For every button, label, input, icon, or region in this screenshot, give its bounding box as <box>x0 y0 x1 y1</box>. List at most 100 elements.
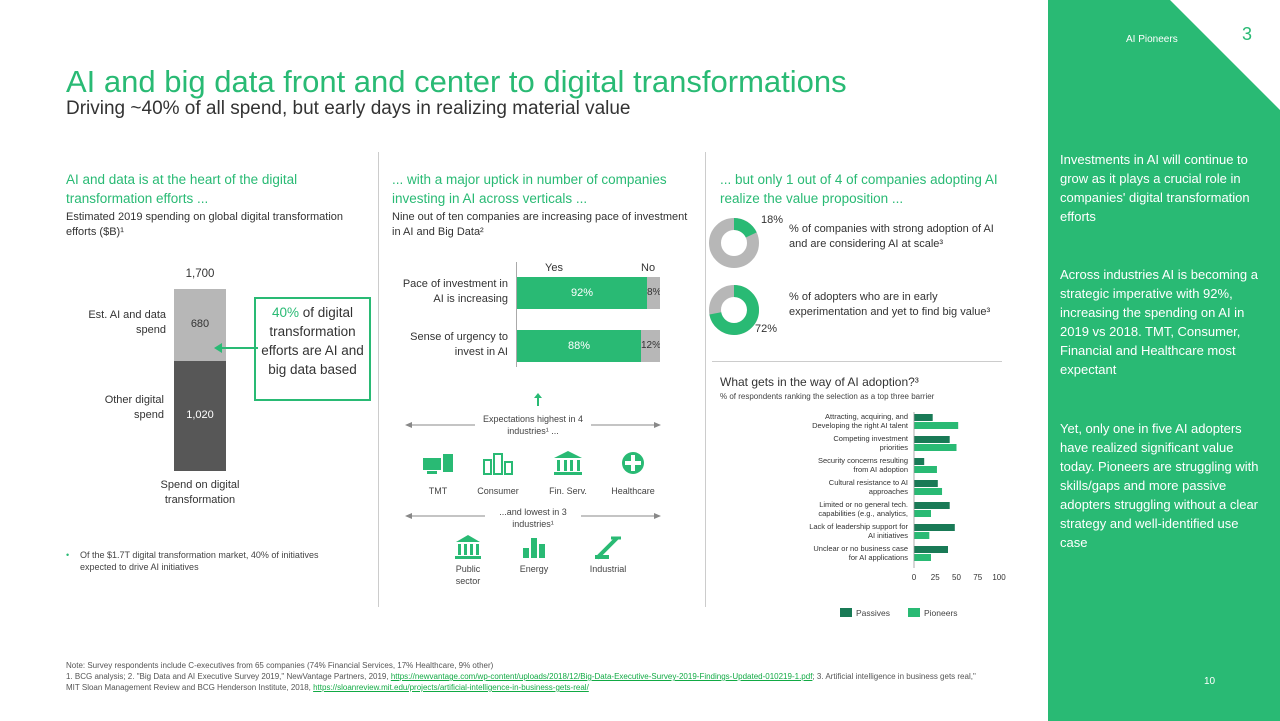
public-sector-icon <box>455 535 481 559</box>
donut1-text: % of companies with strong adoption of A… <box>789 223 994 250</box>
row1-yes-bar: 92% <box>517 277 647 309</box>
barrier-tick-label: 50 <box>952 573 961 582</box>
lowest-bracket <box>405 513 661 519</box>
row2-label: Sense of urgency to invest in AI <box>410 331 508 358</box>
consumer-icon <box>483 453 513 475</box>
donut2-pct: 72% <box>755 323 778 335</box>
industry-tmt: TMT <box>414 450 462 497</box>
legend-passives-swatch <box>840 608 852 617</box>
bullet-icon: • <box>66 550 70 560</box>
barrier-bar-pioneers <box>914 466 937 473</box>
industry-healthcare: Healthcare <box>602 450 664 497</box>
industry-energy: Energy <box>510 534 558 575</box>
barrier-label: Unclear or no business case for AI applic… <box>813 544 908 562</box>
footnote: Note: Survey respondents include C-execu… <box>66 660 976 693</box>
column-divider-2 <box>705 152 706 607</box>
footnote-source-2: ; 3. Artificial intelligence in business… <box>66 672 976 692</box>
industry-consumer-label: Consumer <box>477 486 519 496</box>
barrier-bar-passives <box>914 414 933 421</box>
industry-finserv: Fin. Serv. <box>538 450 598 497</box>
barrier-bar-passives <box>914 502 950 509</box>
barrier-tick-label: 100 <box>992 573 1006 582</box>
donut1-pct: 18% <box>761 214 784 226</box>
barrier-bar-pioneers <box>914 554 931 561</box>
barrier-bar-chart: Attracting, acquiring, and Developing the… <box>809 412 1006 582</box>
barrier-bar-passives <box>914 436 950 443</box>
footnote-link-2[interactable]: https://sloanreview.mit.edu/projects/art… <box>313 683 589 692</box>
sidebar-para-2: Across industries AI is becoming a strat… <box>1060 267 1258 377</box>
col2-subheading: Nine out of ten companies are increasing… <box>392 211 688 238</box>
row2-no-bar: 12% <box>641 330 660 362</box>
barrier-bar-pioneers <box>914 488 943 495</box>
stack-ai-label: Est. AI and data spend <box>88 309 166 336</box>
industrial-icon <box>595 536 621 560</box>
page-badge: 3 <box>1230 17 1264 51</box>
up-arrow-icon <box>534 393 542 406</box>
stack-segment-other <box>174 361 226 471</box>
stack-ai-value: 680 <box>190 318 210 330</box>
industry-public-label: Public sector <box>455 564 481 586</box>
legend-pioneers-label: Pioneers <box>924 608 958 618</box>
footnote-note: Note: Survey respondents include C-execu… <box>66 661 494 670</box>
callout-box: 40% of digital transformation efforts ar… <box>254 297 371 401</box>
barrier-bar-pioneers <box>914 532 930 539</box>
barrier-bar-pioneers <box>914 444 957 451</box>
barrier-tick-label: 0 <box>912 573 917 582</box>
donut2-text: % of adopters who are in early experimen… <box>789 291 991 318</box>
footnote-sources: 1. BCG analysis; 2. "Big Data and AI Exe… <box>66 671 976 693</box>
col1-subheading: Estimated 2019 spending on global digita… <box>66 211 344 238</box>
callout-pct: 40% <box>271 305 299 320</box>
callout-arrow <box>214 343 258 353</box>
page-number: 10 <box>1204 676 1216 687</box>
lowest-label: ...and lowest in 3 industries¹ <box>499 507 567 529</box>
highest-label: Expectations highest in 4 industries¹ ..… <box>482 414 584 436</box>
callout-text: of digital transformation efforts are AI… <box>261 305 364 377</box>
barrier-label: Cultural resistance to AI approaches <box>829 478 908 496</box>
energy-icon <box>523 538 545 558</box>
sidebar: AI Pioneers Investments in AI will conti… <box>1048 0 1280 721</box>
industry-tmt-label: TMT <box>428 486 448 496</box>
industry-finserv-label: Fin. Serv. <box>549 486 587 496</box>
sidebar-tag: AI Pioneers <box>1126 34 1178 45</box>
row2-yes-bar: 88% <box>517 330 641 362</box>
col1-heading: AI and data is at the heart of the digit… <box>66 172 298 206</box>
no-header: No <box>641 262 656 274</box>
stack-other-value: 1,020 <box>186 409 214 421</box>
footnote-source-1: 1. BCG analysis; 2. "Big Data and AI Exe… <box>66 672 391 681</box>
barrier-bar-pioneers <box>914 510 931 517</box>
barrier-label: Competing investment priorities <box>833 434 909 452</box>
bar-axis <box>516 262 517 367</box>
barrier-label: Lack of leadership support for AI initiat… <box>809 522 908 540</box>
barrier-tick-label: 75 <box>973 573 982 582</box>
row1-label: Pace of investment in AI is increasing <box>402 278 508 305</box>
yes-header: Yes <box>545 262 563 274</box>
bank-icon <box>554 451 582 475</box>
col1-note-text: Of the $1.7T digital transformation mark… <box>80 550 319 572</box>
row1-no-bar: 8% <box>647 277 660 309</box>
barrier-tick-label: 25 <box>931 573 940 582</box>
tmt-icon <box>423 454 453 474</box>
legend-passives-label: Passives <box>856 608 891 618</box>
barrier-label: Security concerns resulting from AI adopt… <box>818 456 908 474</box>
industry-energy-label: Energy <box>519 564 549 574</box>
barrier-bar-passives <box>914 458 925 465</box>
barrier-title: What gets in the way of AI adoption?³ <box>720 375 919 389</box>
page-title: AI and big data front and center to digi… <box>66 64 847 99</box>
barrier-label: Attracting, acquiring, and Developing the… <box>812 412 909 430</box>
sidebar-para-1: Investments in AI will continue to grow … <box>1060 152 1250 224</box>
industry-consumer: Consumer <box>470 450 526 497</box>
industry-healthcare-label: Healthcare <box>611 486 655 496</box>
barrier-bar-passives <box>914 546 948 553</box>
donut-18 <box>709 218 759 268</box>
industry-industrial-label: Industrial <box>589 564 627 574</box>
stack-x-label: Spend on digital transformation <box>160 479 240 506</box>
corner-triangle <box>1170 0 1280 110</box>
barrier-bar-passives <box>914 480 938 487</box>
sidebar-para-3: Yet, only one in five AI adopters have r… <box>1060 421 1259 550</box>
col3-heading: ... but only 1 out of 4 of companies ado… <box>720 172 998 206</box>
footnote-link-1[interactable]: https://newvantage.com/wp-content/upload… <box>390 672 813 681</box>
stack-other-label: Other digital spend <box>104 394 164 421</box>
column-divider-1 <box>378 152 379 607</box>
stack-total-label: 1,700 <box>185 268 215 280</box>
